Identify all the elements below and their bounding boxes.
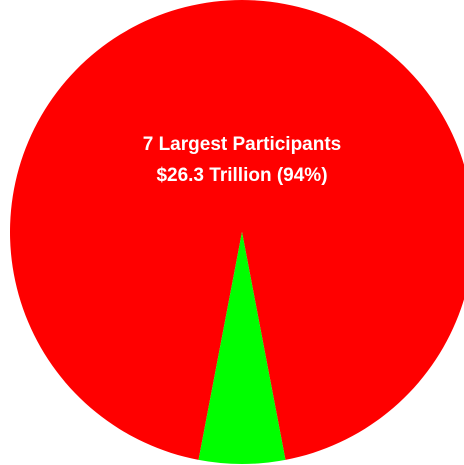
slice-label-line-1: 7 Largest Participants	[143, 134, 342, 155]
slice-label-line-2: $26.3 Trillion (94%)	[156, 165, 327, 186]
pie-slice-0	[10, 0, 464, 460]
pie-slices	[10, 0, 464, 464]
pie-labels: 7 Largest Participants $26.3 Trillion (9…	[143, 134, 342, 186]
pie-slice-1	[198, 232, 286, 464]
